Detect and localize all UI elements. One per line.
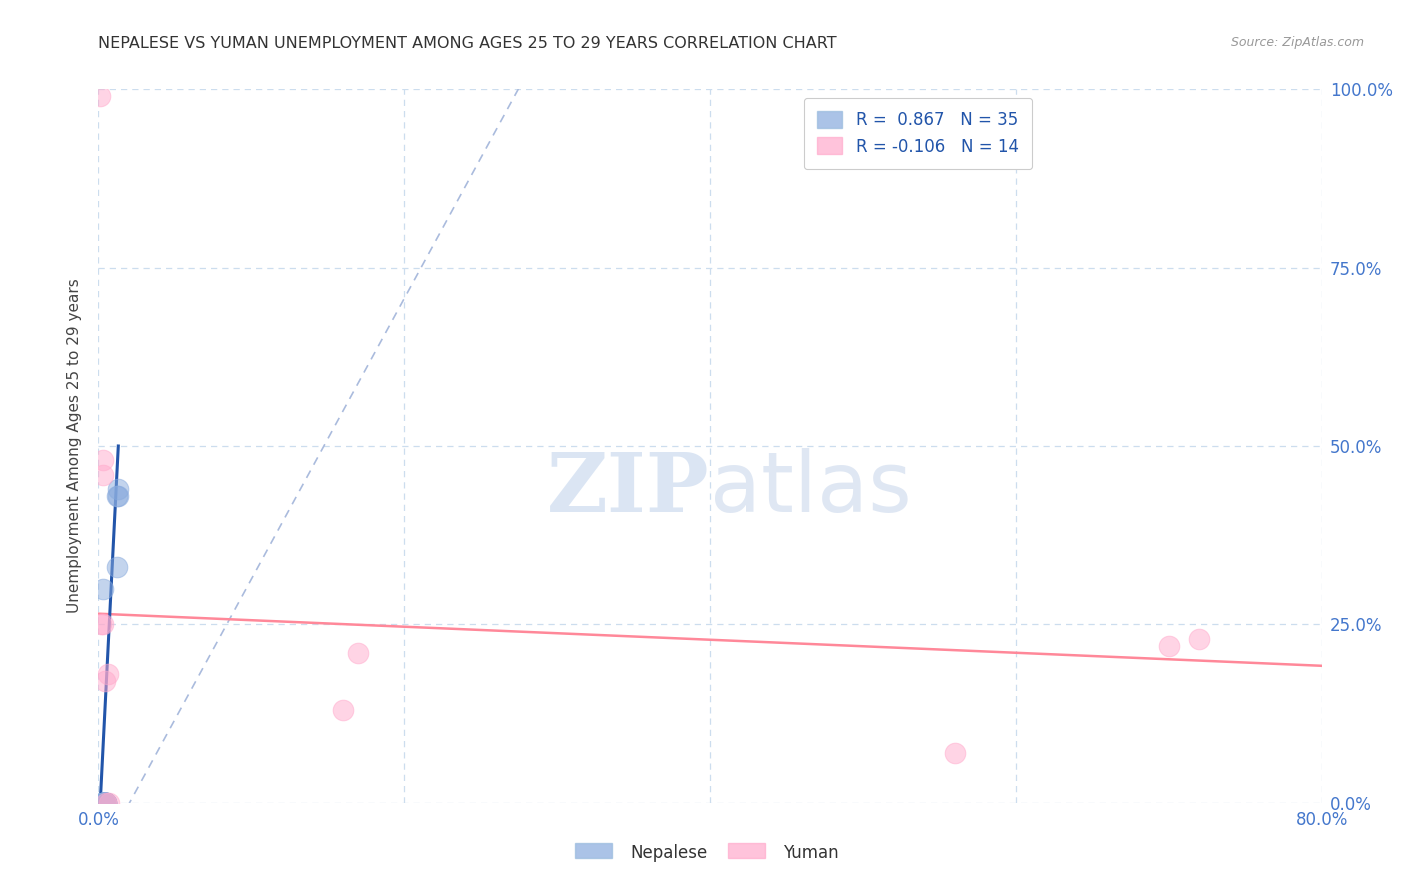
Point bbox=[91, 796, 114, 810]
Point bbox=[91, 796, 114, 810]
Point bbox=[93, 796, 115, 810]
Point bbox=[97, 667, 120, 681]
Point bbox=[93, 796, 115, 810]
Point bbox=[89, 89, 111, 103]
Legend: R =  0.867   N = 35, R = -0.106   N = 14: R = 0.867 N = 35, R = -0.106 N = 14 bbox=[804, 97, 1032, 169]
Point bbox=[91, 796, 114, 810]
Point bbox=[91, 796, 114, 810]
Text: NEPALESE VS YUMAN UNEMPLOYMENT AMONG AGES 25 TO 29 YEARS CORRELATION CHART: NEPALESE VS YUMAN UNEMPLOYMENT AMONG AGE… bbox=[98, 36, 837, 51]
Point bbox=[94, 796, 117, 810]
Point bbox=[94, 796, 117, 810]
Point bbox=[94, 796, 117, 810]
Point bbox=[347, 646, 370, 660]
FancyBboxPatch shape bbox=[575, 843, 612, 858]
Point bbox=[93, 796, 115, 810]
Point bbox=[93, 796, 115, 810]
Text: Yuman: Yuman bbox=[783, 844, 839, 862]
Point bbox=[94, 796, 117, 810]
Point bbox=[91, 796, 114, 810]
Point bbox=[91, 453, 114, 467]
Point bbox=[91, 467, 114, 482]
Text: Nepalese: Nepalese bbox=[630, 844, 707, 862]
Point bbox=[91, 582, 114, 596]
Point bbox=[91, 796, 114, 810]
Point bbox=[105, 560, 128, 574]
Point bbox=[93, 796, 115, 810]
Point bbox=[93, 796, 115, 810]
Text: atlas: atlas bbox=[710, 449, 911, 529]
Point bbox=[94, 796, 117, 810]
Point bbox=[107, 489, 129, 503]
Point bbox=[91, 796, 114, 810]
Point bbox=[93, 796, 115, 810]
Point bbox=[91, 796, 114, 810]
Point bbox=[93, 796, 115, 810]
FancyBboxPatch shape bbox=[728, 843, 765, 858]
Point bbox=[91, 796, 114, 810]
Text: ZIP: ZIP bbox=[547, 449, 710, 529]
Point bbox=[93, 796, 115, 810]
Y-axis label: Unemployment Among Ages 25 to 29 years: Unemployment Among Ages 25 to 29 years bbox=[67, 278, 83, 614]
Point bbox=[1188, 632, 1211, 646]
Point bbox=[98, 796, 121, 810]
Point bbox=[91, 617, 114, 632]
Text: Source: ZipAtlas.com: Source: ZipAtlas.com bbox=[1230, 36, 1364, 49]
Point bbox=[94, 796, 117, 810]
Point bbox=[91, 796, 114, 810]
Point bbox=[1157, 639, 1180, 653]
Point bbox=[91, 796, 114, 810]
Point bbox=[943, 746, 966, 760]
Point bbox=[107, 482, 129, 496]
Point bbox=[90, 617, 112, 632]
Point bbox=[332, 703, 354, 717]
Point bbox=[93, 796, 115, 810]
Point bbox=[93, 674, 115, 689]
Point bbox=[105, 489, 128, 503]
Point bbox=[93, 796, 115, 810]
Point bbox=[94, 796, 117, 810]
Point bbox=[91, 796, 114, 810]
Point bbox=[94, 796, 117, 810]
